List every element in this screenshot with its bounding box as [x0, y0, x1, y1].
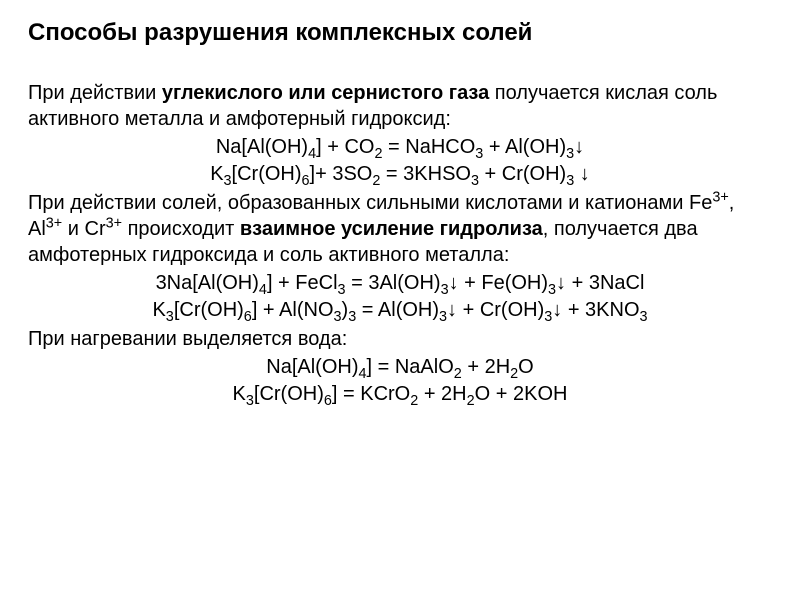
- eq-frag: ↓ + Cr(OH): [447, 299, 544, 321]
- eq-frag: 3Na[Al(OH): [156, 272, 259, 294]
- section3-eq2: K3[Cr(OH)6] = KCrO2 + 2H2O + 2KOH: [28, 381, 772, 408]
- section2-eq1: 3Na[Al(OH)4] + FeCl3 = 3Al(OH)3↓ + Fe(OH…: [28, 270, 772, 297]
- section1-emph: углекислого или сернистого газа: [162, 82, 489, 104]
- eq-frag: ] + CO: [316, 136, 374, 158]
- eq-frag: ] = NaAlO: [367, 356, 454, 378]
- section2-text: При действии солей, образованных сильным…: [28, 190, 772, 268]
- eq-frag: ] + Al(NO: [252, 299, 334, 321]
- eq-frag: ] = KCrO: [332, 383, 410, 405]
- eq-sub: 3: [441, 282, 449, 298]
- eq-frag: + 2H: [462, 356, 510, 378]
- eq-sub: 3: [471, 173, 479, 189]
- eq-frag: ↓: [574, 163, 590, 185]
- ion-sup: 3+: [712, 189, 728, 205]
- eq-sub: 4: [308, 146, 316, 162]
- section1-eq2: K3[Cr(OH)6]+ 3SO2 = 3KHSO3 + Cr(OH)3 ↓: [28, 161, 772, 188]
- eq-sub: 6: [244, 309, 252, 325]
- eq-frag: [Cr(OH): [254, 383, 324, 405]
- eq-frag: = NaHCO: [382, 136, 475, 158]
- eq-sub: 6: [302, 173, 310, 189]
- eq-sub: 3: [640, 309, 648, 325]
- eq-frag: ↓ + Fe(OH): [449, 272, 548, 294]
- eq-sub: 3: [246, 393, 254, 409]
- eq-frag: O + 2KOH: [475, 383, 568, 405]
- section3-eq1: Na[Al(OH)4] = NaAlO2 + 2H2O: [28, 354, 772, 381]
- section1-text: При действии углекислого или сернистого …: [28, 80, 772, 132]
- eq-frag: ]+ 3SO: [310, 163, 373, 185]
- section2-frag: При действии солей, образованных сильным…: [28, 192, 712, 214]
- eq-sub: 4: [359, 366, 367, 382]
- eq-frag: ↓: [574, 136, 584, 158]
- section2-frag: происходит: [122, 218, 240, 240]
- section1-pre: При действии: [28, 82, 162, 104]
- section2-frag: и Cr: [62, 218, 105, 240]
- section1-eq1: Na[Al(OH)4] + CO2 = NaHCO3 + Al(OH)3↓: [28, 134, 772, 161]
- document-page: Способы разрушения комплексных солей При…: [0, 0, 800, 426]
- section3-text: При нагревании выделяется вода:: [28, 326, 772, 352]
- eq-frag: Na[Al(OH): [266, 356, 358, 378]
- eq-sub: 3: [224, 173, 232, 189]
- eq-sub: 2: [467, 393, 475, 409]
- eq-sub: 3: [334, 309, 342, 325]
- eq-frag: K: [233, 383, 246, 405]
- ion-sup: 3+: [106, 215, 122, 231]
- page-title: Способы разрушения комплексных солей: [28, 18, 772, 48]
- eq-frag: + Al(OH): [483, 136, 566, 158]
- eq-frag: ] + FeCl: [267, 272, 338, 294]
- eq-sub: 2: [454, 366, 462, 382]
- eq-frag: + 2H: [418, 383, 466, 405]
- eq-frag: [Cr(OH): [232, 163, 302, 185]
- eq-sub: 6: [324, 393, 332, 409]
- eq-frag: ↓ + 3KNO: [552, 299, 639, 321]
- eq-sub: 3: [338, 282, 346, 298]
- eq-frag: O: [518, 356, 534, 378]
- eq-frag: ↓ + 3NaCl: [556, 272, 644, 294]
- eq-sub: 3: [439, 309, 447, 325]
- section2-eq2: K3[Cr(OH)6] + Al(NO3)3 = Al(OH)3↓ + Cr(O…: [28, 297, 772, 324]
- eq-sub: 3: [566, 146, 574, 162]
- eq-sub: 3: [166, 309, 174, 325]
- section2-emph: взаимное усиление гидролиза: [240, 218, 543, 240]
- eq-frag: = 3KHSO: [380, 163, 471, 185]
- eq-frag: [Cr(OH): [174, 299, 244, 321]
- ion-sup: 3+: [46, 215, 62, 231]
- eq-sub: 3: [548, 282, 556, 298]
- eq-frag: K: [210, 163, 223, 185]
- eq-frag: Na[Al(OH): [216, 136, 308, 158]
- eq-frag: + Cr(OH): [479, 163, 566, 185]
- eq-frag: = Al(OH): [356, 299, 439, 321]
- eq-sub: 2: [510, 366, 518, 382]
- eq-frag: = 3Al(OH): [346, 272, 441, 294]
- eq-frag: K: [152, 299, 165, 321]
- eq-sub: 4: [259, 282, 267, 298]
